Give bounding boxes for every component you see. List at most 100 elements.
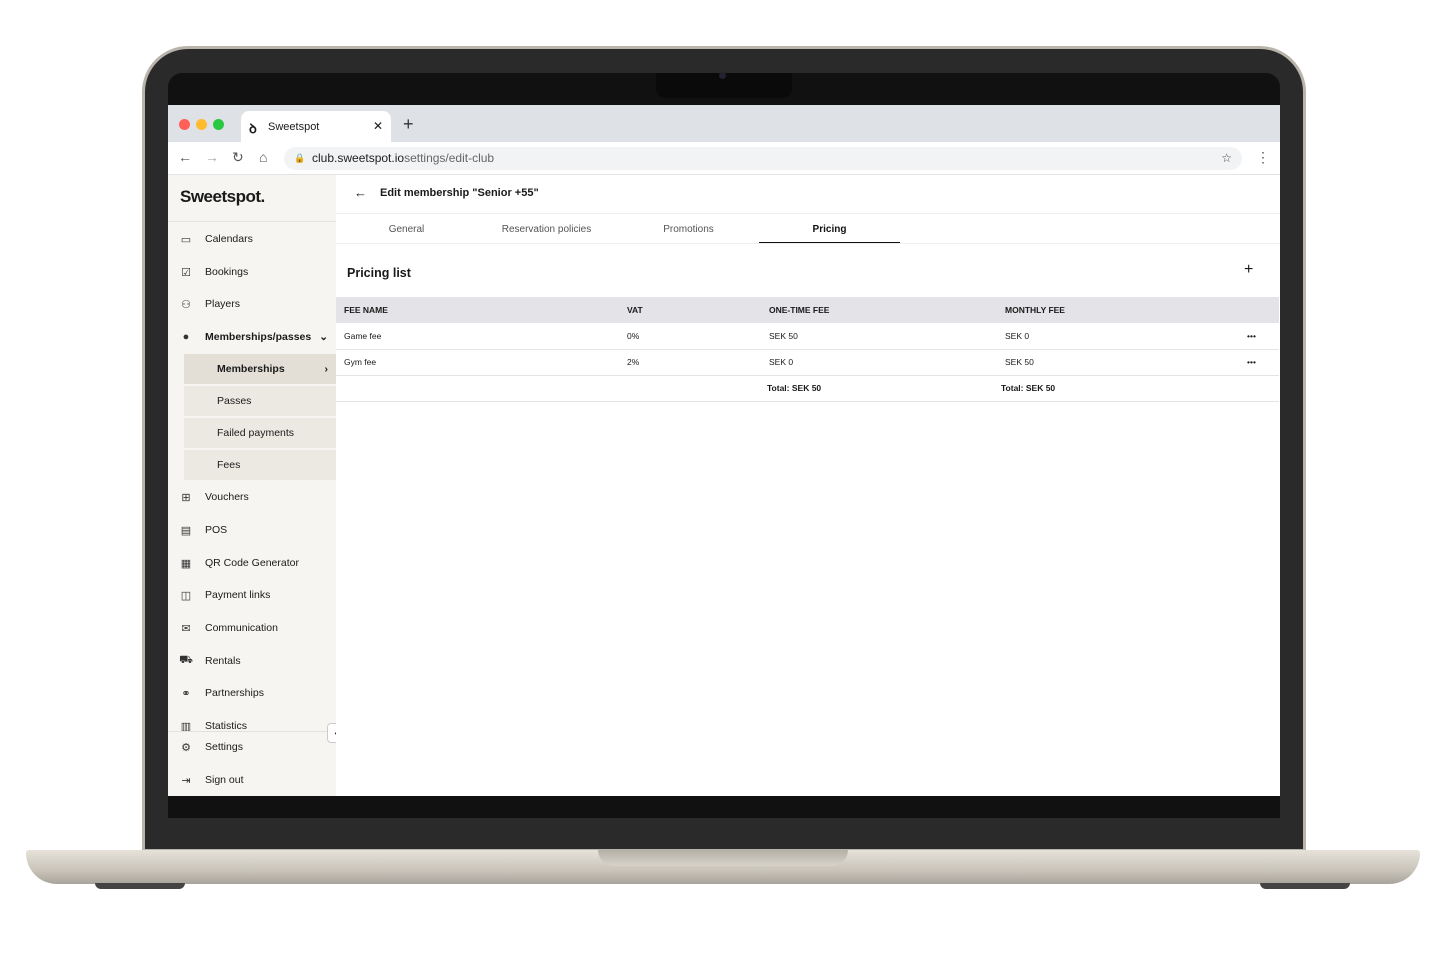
header-monthly-fee: MONTHLY FEE	[997, 297, 1239, 323]
payment-link-icon: ◫	[180, 589, 192, 602]
label: Memberships/passes	[205, 331, 312, 343]
label: Vouchers	[205, 491, 249, 503]
sidebar-subitem-passes[interactable]: Passes	[184, 386, 336, 416]
camera-icon	[719, 72, 726, 79]
total-one-time: Total: SEK 50	[761, 375, 997, 402]
url-input[interactable]: 🔒 club.sweetspot.iosettings/edit-club ☆	[284, 147, 1242, 170]
sidebar-item-communication[interactable]: ✉ Communication	[168, 613, 336, 643]
minimize-window-button[interactable]	[196, 119, 207, 130]
label: POS	[205, 524, 228, 536]
label: QR Code Generator	[205, 557, 299, 569]
sidebar-item-bookings[interactable]: ☑ Bookings	[168, 257, 336, 287]
address-bar-row: ← → ↻ ⌂ 🔒 club.sweetspot.iosettings/edit…	[168, 142, 1280, 175]
label: Statistics	[205, 720, 248, 732]
booking-icon: ☑	[181, 266, 191, 279]
close-tab-icon[interactable]: ✕	[373, 119, 384, 133]
sidebar-item-qr[interactable]: ▦ QR Code Generator	[168, 548, 336, 578]
table-row: Gym fee 2% SEK 0 SEK 50 •••	[336, 349, 1279, 376]
laptop-groove	[598, 850, 848, 866]
sidebar-subitem-failed-payments[interactable]: Failed payments	[184, 418, 336, 448]
more-options-icon[interactable]: •••	[1239, 349, 1279, 376]
cell: SEK 0	[997, 323, 1239, 350]
cell: 2%	[619, 349, 761, 376]
sidebar-subitem-fees[interactable]: Fees	[184, 450, 336, 480]
check-badge-icon: ●	[182, 331, 190, 343]
label: Payment links	[205, 589, 271, 601]
label: Rentals	[205, 655, 241, 667]
cell: 0%	[619, 323, 761, 350]
tab-general[interactable]: General	[388, 224, 425, 235]
back-arrow-icon[interactable]: ←	[354, 185, 367, 200]
url-path: settings/edit-club	[404, 151, 495, 165]
label: Sign out	[205, 774, 244, 786]
sidebar-item-calendars[interactable]: ▭ Calendars	[168, 224, 336, 254]
chevron-right-icon: ›	[324, 363, 329, 375]
lock-icon: 🔒	[294, 153, 306, 163]
label: Communication	[205, 622, 278, 634]
mail-icon: ✉	[181, 622, 191, 635]
tab-pricing[interactable]: Pricing	[812, 224, 847, 235]
table-row: Game fee 0% SEK 50 SEK 0 •••	[336, 323, 1279, 350]
sidebar-item-sign-out[interactable]: ⇥ Sign out	[168, 765, 336, 795]
cell: SEK 50	[997, 349, 1239, 376]
sidebar-item-vouchers[interactable]: ⊞ Vouchers	[168, 482, 336, 512]
sidebar-item-statistics[interactable]: ▥ Statistics	[168, 711, 336, 741]
sidebar-subitem-memberships[interactable]: Memberships ›	[184, 354, 336, 384]
header-vat: VAT	[619, 297, 761, 323]
header-fee-name: FEE NAME	[336, 297, 619, 323]
table-header: FEE NAME VAT ONE-TIME FEE MONTHLY FEE	[336, 297, 1279, 323]
register-icon: ▤	[180, 524, 192, 537]
cell: SEK 50	[761, 323, 997, 350]
label: Players	[205, 298, 241, 310]
laptop-foot	[1260, 883, 1350, 889]
gift-icon: ⊞	[181, 491, 191, 504]
browser-tab[interactable]: ꝺ Sweetspot ✕	[241, 111, 391, 142]
cart-icon: ⛟	[179, 654, 193, 666]
new-tab-button[interactable]: +	[403, 114, 414, 134]
handshake-icon: ⚭	[181, 687, 191, 700]
star-icon[interactable]: ☆	[1221, 151, 1232, 165]
chevron-down-icon: ⌄	[319, 331, 328, 343]
pricing-table: FEE NAME VAT ONE-TIME FEE MONTHLY FEE Ga…	[336, 297, 1279, 402]
sidebar-item-partnerships[interactable]: ⚭ Partnerships	[168, 678, 336, 708]
url-domain: club.sweetspot.io	[312, 151, 405, 165]
more-options-icon[interactable]: •••	[1239, 323, 1279, 350]
sidebar-item-players[interactable]: ⚇ Players	[168, 289, 336, 319]
label: Settings	[205, 741, 243, 753]
label: Bookings	[205, 266, 249, 278]
cell: Gym fee	[336, 349, 619, 376]
favicon-icon: ꝺ	[249, 121, 257, 136]
home-icon[interactable]: ⌂	[259, 149, 268, 165]
laptop-foot	[95, 883, 185, 889]
cell: Game fee	[336, 323, 619, 350]
cell: SEK 0	[761, 349, 997, 376]
tab-promotions[interactable]: Promotions	[663, 224, 714, 235]
back-icon[interactable]: ←	[178, 149, 192, 165]
main-content: ← Edit membership "Senior +55" General R…	[336, 175, 1280, 796]
sidebar-item-rentals[interactable]: ⛟ Rentals	[168, 646, 336, 676]
tab-reservation-policies[interactable]: Reservation policies	[501, 224, 592, 235]
sign-out-icon: ⇥	[181, 774, 191, 787]
label: Failed payments	[217, 427, 295, 439]
sidebar-item-settings[interactable]: ⚙ Settings	[168, 732, 336, 762]
section-title: Pricing list	[347, 266, 411, 280]
label: Calendars	[205, 233, 253, 245]
sidebar-item-pos[interactable]: ▤ POS	[168, 515, 336, 545]
browser-window: ꝺ Sweetspot ✕ + ← → ↻ ⌂ 🔒 club.sweetspot…	[168, 105, 1280, 796]
total-monthly: Total: SEK 50	[997, 375, 1239, 402]
logo: Sweetspot.	[180, 187, 265, 206]
close-window-button[interactable]	[179, 119, 190, 130]
forward-icon[interactable]: →	[205, 149, 219, 165]
menu-icon[interactable]: ⋮	[1256, 149, 1270, 165]
sidebar-item-memberships-passes[interactable]: ● Memberships/passes ⌄	[168, 322, 336, 352]
label: Memberships	[217, 363, 285, 375]
qr-icon: ▦	[180, 557, 192, 570]
players-icon: ⚇	[181, 298, 191, 311]
sidebar-item-payment-links[interactable]: ◫ Payment links	[168, 580, 336, 610]
sidebar: Sweetspot. ▭ Calendars ☑ Bookings ⚇ Players…	[168, 175, 336, 796]
maximize-window-button[interactable]	[213, 119, 224, 130]
calendar-icon: ▭	[180, 233, 192, 246]
add-fee-button[interactable]: +	[1244, 261, 1254, 278]
header-one-time-fee: ONE-TIME FEE	[761, 297, 997, 323]
reload-icon[interactable]: ↻	[232, 149, 244, 165]
